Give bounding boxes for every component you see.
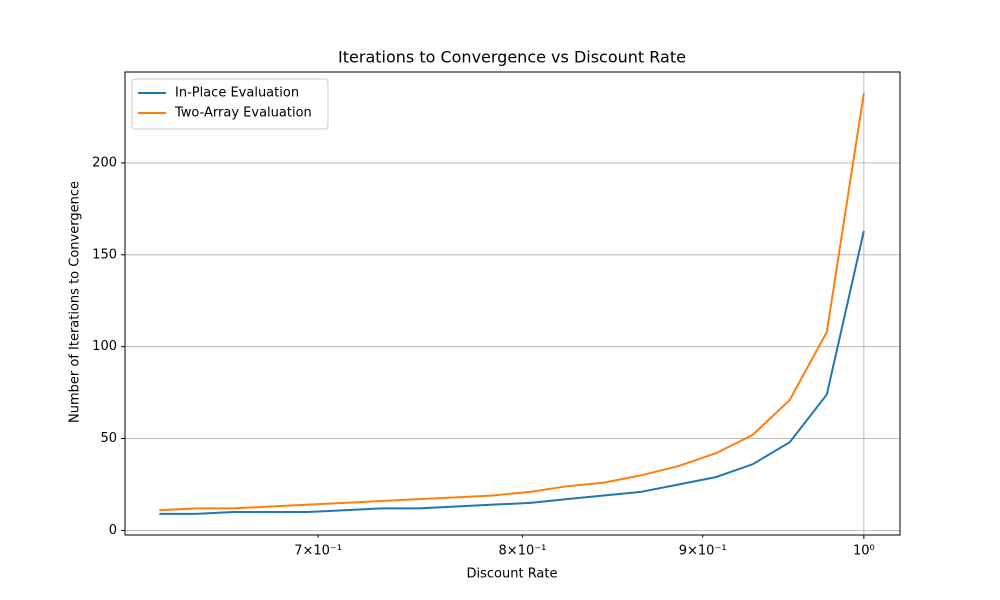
y-axis-label: Number of Iterations to Convergence xyxy=(68,181,83,423)
legend-box xyxy=(131,78,329,130)
y-tick-label: 150 xyxy=(92,247,117,262)
y-tick-label: 200 xyxy=(92,155,117,170)
x-tick-label: 7×10⁻¹ xyxy=(294,544,342,559)
legend-label: Two-Array Evaluation xyxy=(174,106,312,121)
x-tick-label: 9×10⁻¹ xyxy=(679,544,727,559)
x-tick-label: 8×10⁻¹ xyxy=(499,544,547,559)
x-axis-label: Discount Rate xyxy=(466,567,557,582)
line xyxy=(159,92,865,512)
y-tick-label: 0 xyxy=(109,523,117,538)
y-tick-label: 100 xyxy=(92,339,117,354)
line xyxy=(159,230,865,515)
legend-label: In-Place Evaluation xyxy=(175,86,299,101)
plot-frame xyxy=(124,71,901,536)
chart-title: Iterations to Convergence vs Discount Ra… xyxy=(338,48,686,67)
x-tick-label: 10⁰ xyxy=(853,544,875,559)
y-tick-label: 50 xyxy=(100,431,117,446)
